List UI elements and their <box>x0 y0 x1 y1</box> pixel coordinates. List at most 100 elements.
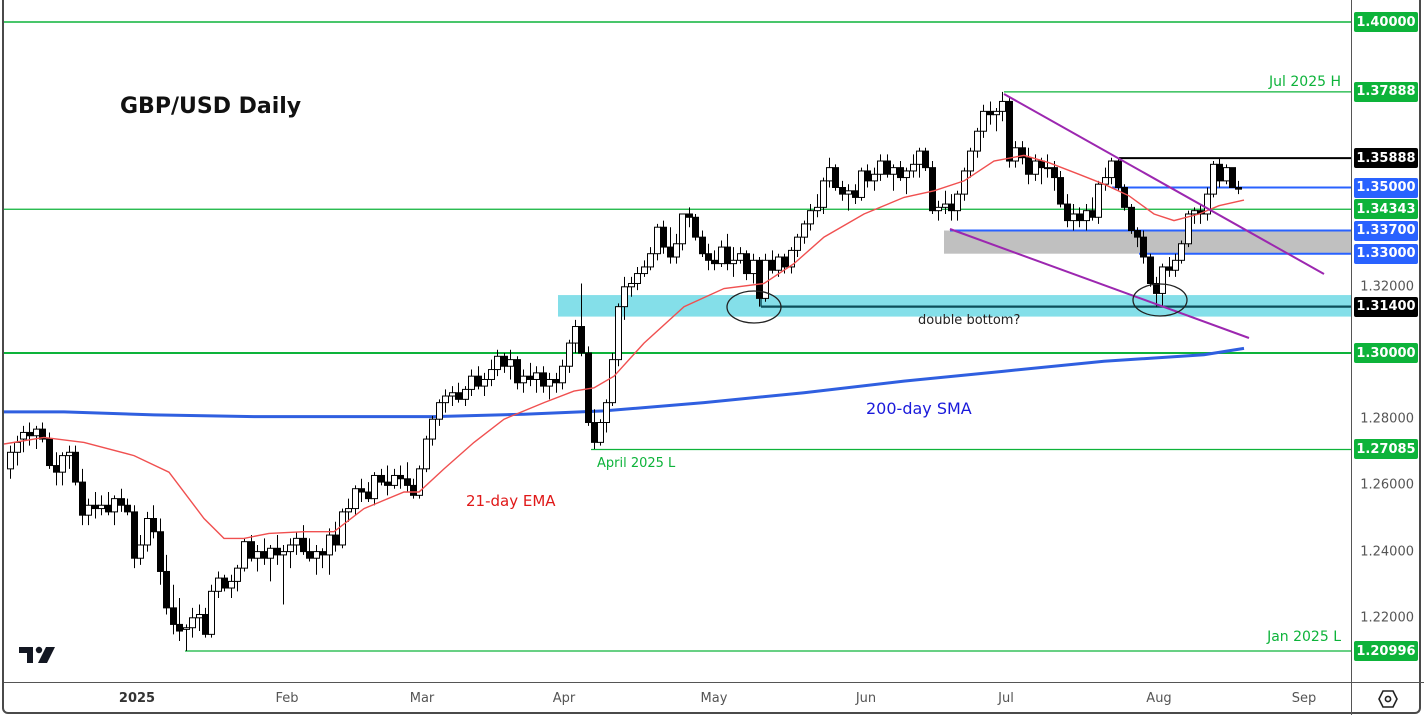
candle-bearish <box>769 259 776 271</box>
candle-bearish <box>53 465 60 473</box>
candle-bullish <box>974 130 981 152</box>
candle-bearish <box>118 498 125 506</box>
candle-bullish <box>391 474 398 486</box>
chart-plot-area[interactable]: Jul 2025 H April 2025 L Jan 2025 L double b… <box>4 0 1351 682</box>
time-tick-aug: Aug <box>1146 691 1172 706</box>
double-bottom-circle-may <box>726 290 782 324</box>
candle-bearish <box>176 623 183 632</box>
candle-bullish <box>66 451 73 457</box>
candle-bullish <box>1032 160 1039 175</box>
candle-bearish <box>1076 213 1083 222</box>
candle-bullish <box>371 474 378 500</box>
candle-bullish <box>967 150 974 172</box>
candle-bullish <box>903 170 910 179</box>
candle-bearish <box>72 451 79 483</box>
candle-bullish <box>352 488 359 510</box>
candle-bearish <box>221 577 228 589</box>
candle-bullish <box>33 428 40 437</box>
candle-bullish <box>794 236 801 251</box>
candle-bullish <box>718 246 725 265</box>
candle-bullish <box>520 375 527 384</box>
candle-bullish <box>871 173 878 182</box>
candle-bullish <box>449 392 456 397</box>
candle-bullish <box>1159 266 1166 294</box>
candle-bearish <box>46 438 53 467</box>
time-tick-apr: Apr <box>552 691 576 706</box>
candle-bullish <box>14 441 21 453</box>
candle-bearish <box>591 422 598 443</box>
candle-bearish <box>1115 160 1122 189</box>
channel-lower-trendline <box>949 228 1250 339</box>
candle-bullish <box>1204 193 1211 215</box>
axis-settings-button[interactable] <box>1351 682 1424 715</box>
candle-bullish <box>679 213 686 245</box>
candle-bearish <box>852 190 859 198</box>
candle-bearish <box>26 431 33 437</box>
april-low-label: April 2025 L <box>597 456 676 471</box>
candle-bullish <box>858 170 865 198</box>
time-axis[interactable]: 2025 Feb Mar Apr May Jun Jul Aug Sep <box>4 682 1351 715</box>
candle-bullish <box>1223 167 1230 182</box>
candle-bearish <box>743 253 750 275</box>
candle-bearish <box>527 375 534 380</box>
candle-bullish <box>488 369 495 380</box>
candle-bullish <box>801 223 808 238</box>
candle-bullish <box>313 551 320 559</box>
candle-bullish <box>647 253 654 268</box>
candle-bullish <box>1070 213 1077 222</box>
candle-bullish <box>59 455 66 473</box>
candle-bearish <box>378 474 385 483</box>
candle-bullish <box>326 534 333 556</box>
tradingview-logo[interactable] <box>19 644 59 670</box>
candle-bearish <box>553 378 560 384</box>
candle-bearish <box>157 531 164 572</box>
price-label-1-34343: 1.34343 <box>1354 199 1418 220</box>
price-label-1-33700: 1.33700 <box>1354 220 1418 241</box>
candle-bearish <box>261 551 268 559</box>
price-axis[interactable]: 1.22000 1.24000 1.26000 1.28000 1.32000 1.400… <box>1351 0 1424 682</box>
price-tick: 1.24000 <box>1360 544 1414 560</box>
candle-bearish <box>987 110 994 116</box>
candle-bullish <box>468 375 475 390</box>
candle-bullish <box>750 259 757 275</box>
candle-bullish <box>416 468 423 496</box>
jul-high-label: Jul 2025 H <box>1268 74 1341 90</box>
candle-bearish <box>105 504 112 513</box>
candle-bearish <box>660 226 667 248</box>
candle-bullish <box>597 422 604 443</box>
candle-bearish <box>864 170 871 182</box>
candle-bullish <box>814 206 821 212</box>
candle-bullish <box>673 243 680 258</box>
candle-bullish <box>942 203 949 208</box>
candle-bearish <box>1006 100 1013 162</box>
candle-bearish <box>667 246 674 258</box>
candle-bullish <box>462 388 469 400</box>
candle-bullish <box>1083 210 1090 222</box>
candle-bearish <box>358 488 365 493</box>
time-tick-feb: Feb <box>275 691 299 706</box>
price-label-1-27085: 1.27085 <box>1354 439 1418 460</box>
candle-bearish <box>1134 230 1141 238</box>
time-tick-sep: Sep <box>1291 691 1317 706</box>
candle-bullish <box>1172 259 1179 271</box>
candle-bearish <box>839 187 846 195</box>
candle-bearish <box>455 392 462 400</box>
price-label-1-33000: 1.33000 <box>1354 243 1418 264</box>
candle-bullish <box>603 402 610 424</box>
time-tick-2025: 2025 <box>118 691 156 706</box>
candle-bullish <box>730 259 737 265</box>
candle-bullish <box>1012 147 1019 162</box>
candle-bullish <box>935 206 942 212</box>
candle-bearish <box>929 167 936 212</box>
jan-low-label: Jan 2025 L <box>1266 629 1341 645</box>
time-tick-may: May <box>700 691 728 706</box>
candle-bullish <box>111 498 118 513</box>
candle-bullish <box>339 511 346 546</box>
candle-bullish <box>234 567 241 582</box>
price-label-1-35888: 1.35888 <box>1354 148 1418 169</box>
candle-bearish <box>1051 167 1058 179</box>
candle-bullish <box>615 306 622 361</box>
candle-bullish <box>228 580 235 589</box>
double-bottom-label: double bottom? <box>918 313 1020 328</box>
candle-bullish <box>20 431 27 440</box>
